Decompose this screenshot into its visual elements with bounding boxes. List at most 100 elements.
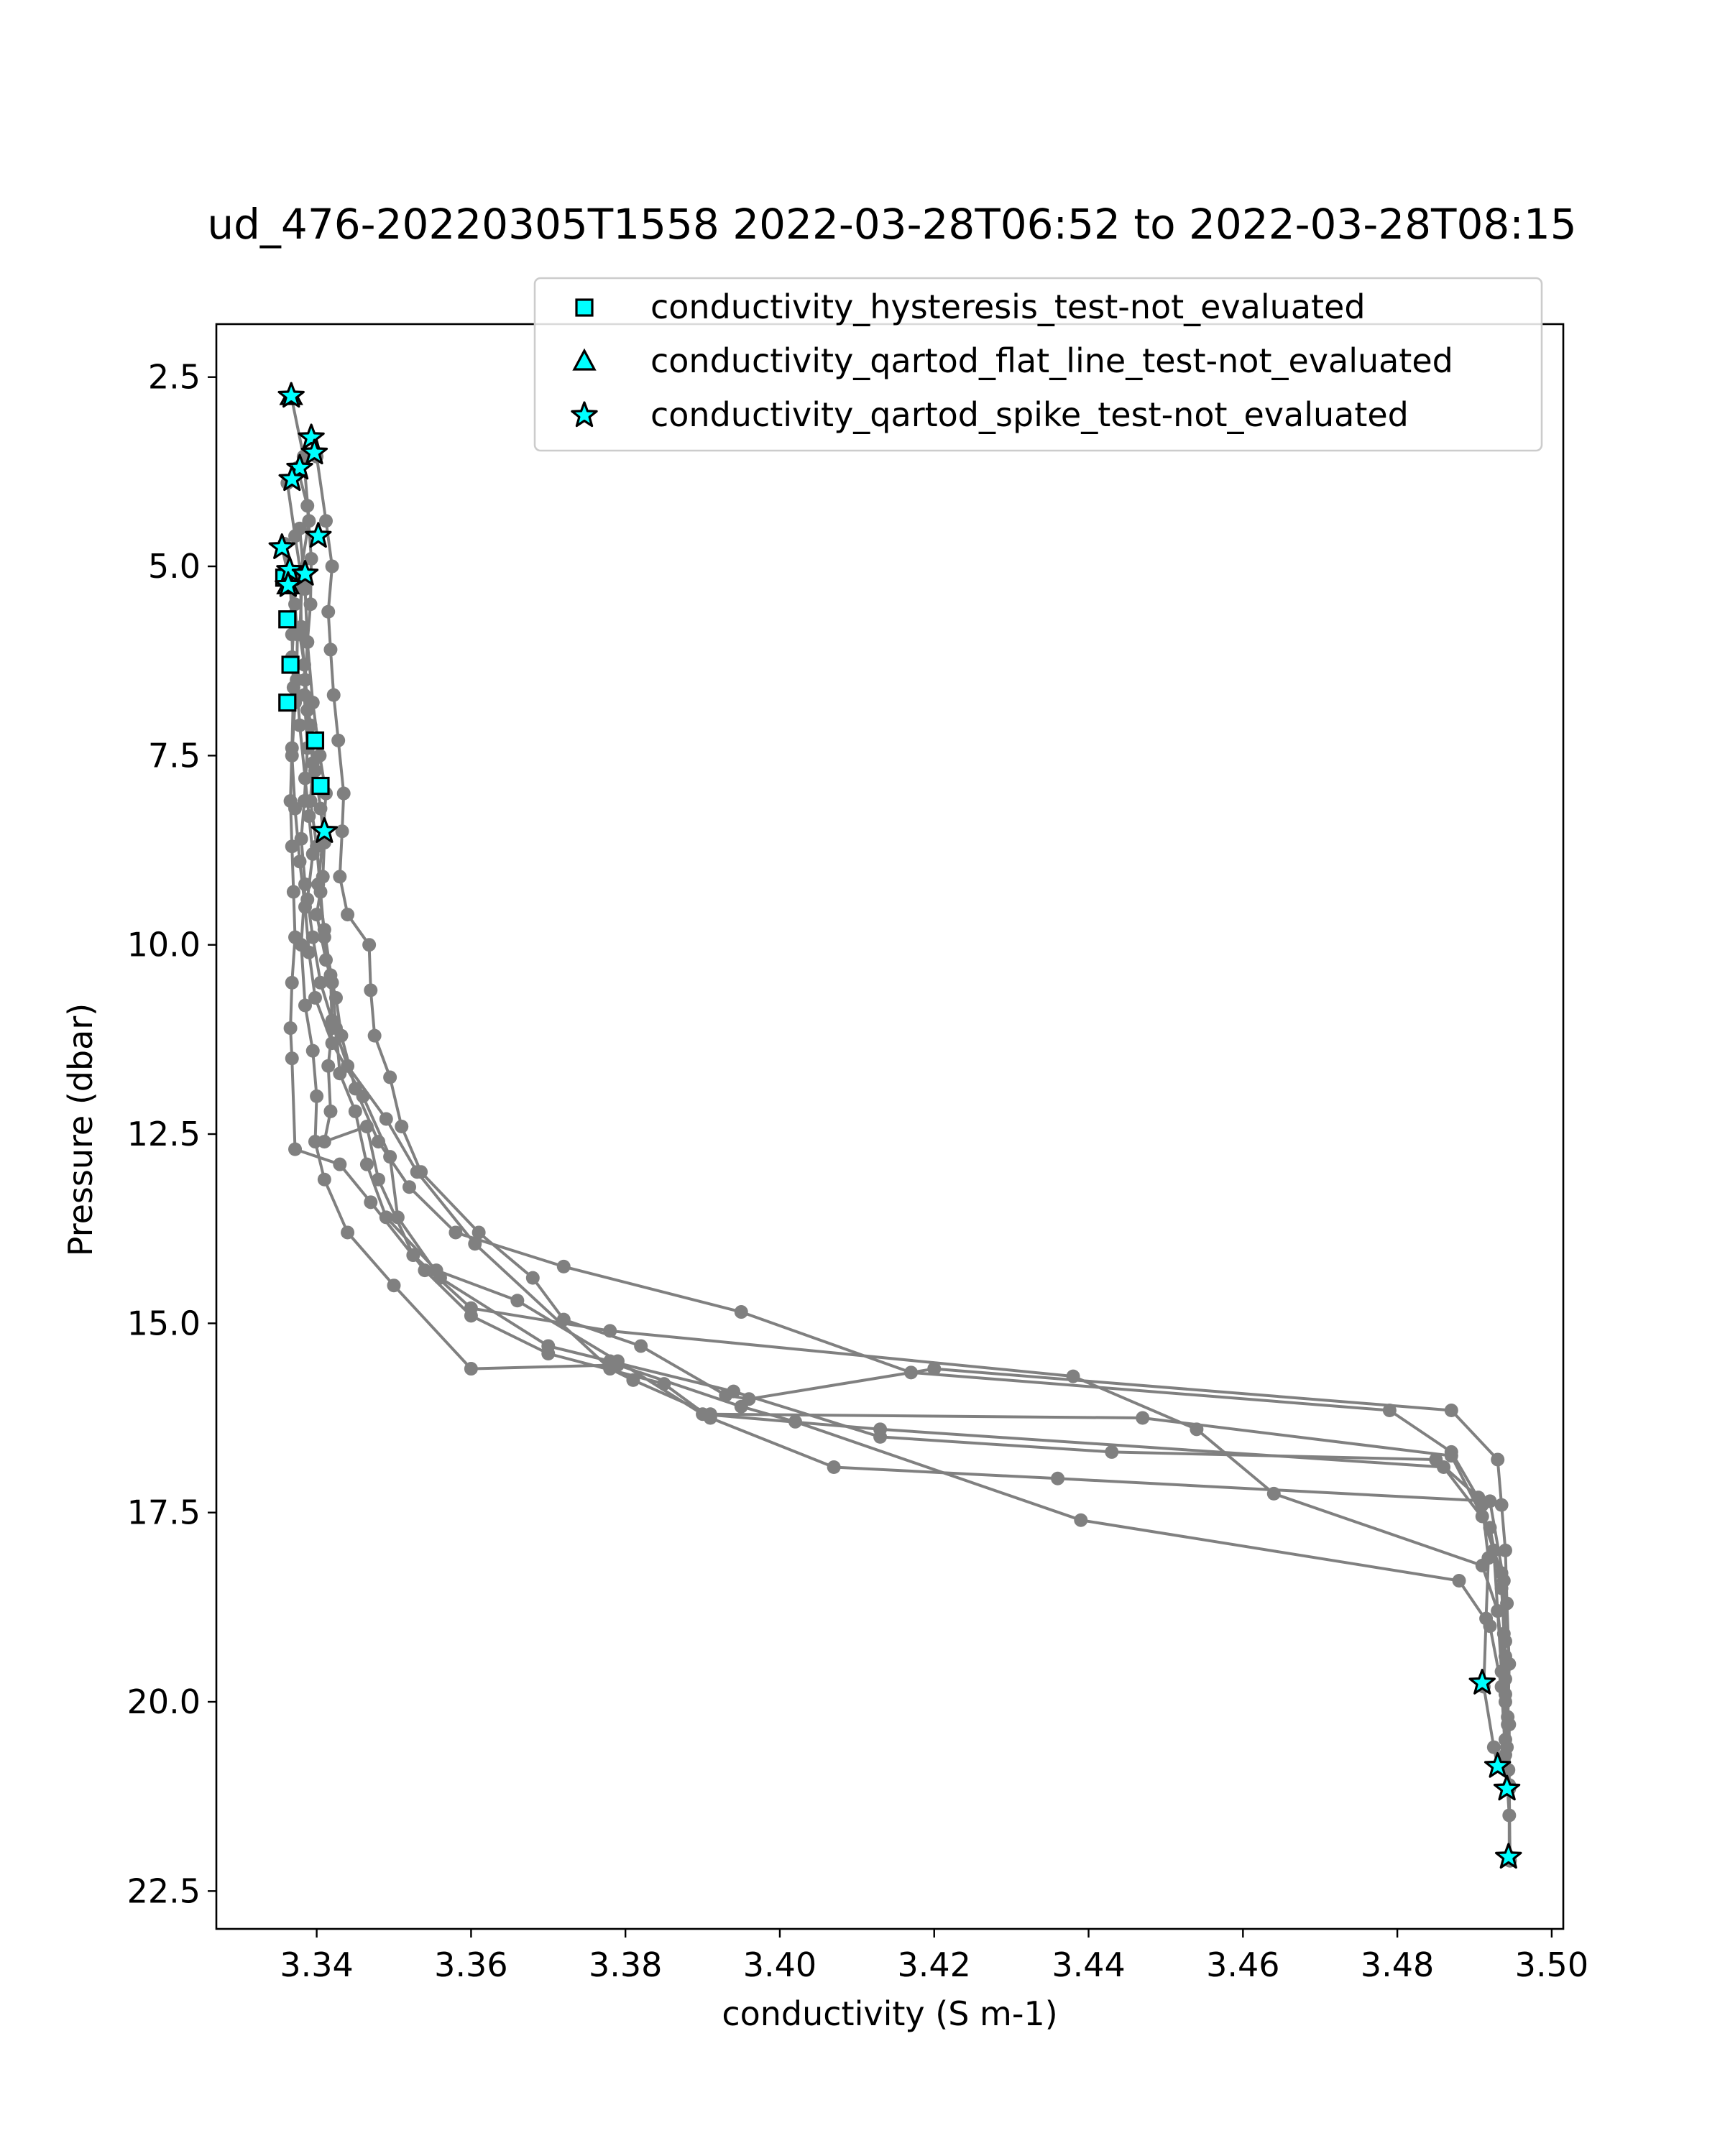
hysteresis-marker bbox=[281, 655, 300, 674]
x-tick-label: 3.44 bbox=[1052, 1945, 1125, 1984]
y-tick-label: 15.0 bbox=[127, 1304, 201, 1342]
profile-point bbox=[293, 718, 307, 732]
profile-point bbox=[1051, 1471, 1065, 1485]
profile-point bbox=[318, 514, 333, 528]
hysteresis-marker bbox=[311, 776, 330, 796]
spike-marker bbox=[1495, 1843, 1522, 1869]
y-tick-label: 2.5 bbox=[148, 358, 201, 397]
spike-marker bbox=[277, 382, 305, 408]
hysteresis-marker bbox=[278, 610, 297, 629]
profile-point bbox=[1491, 1452, 1505, 1467]
profile-point bbox=[364, 983, 378, 998]
profile-point bbox=[317, 923, 331, 937]
profile-point bbox=[364, 1195, 378, 1210]
profile-point bbox=[331, 733, 346, 747]
profile-point bbox=[1491, 1604, 1505, 1618]
profile-point bbox=[1444, 1449, 1458, 1463]
profile-point bbox=[1494, 1498, 1509, 1512]
profile-point bbox=[1494, 1680, 1509, 1694]
profile-point bbox=[734, 1305, 748, 1319]
profile-point bbox=[304, 552, 318, 566]
profile-point bbox=[323, 1104, 338, 1118]
spike-marker bbox=[291, 560, 319, 586]
profile-point bbox=[298, 900, 313, 914]
profile-line bbox=[315, 456, 1511, 1789]
profile-point bbox=[510, 1294, 525, 1308]
profile-point bbox=[525, 1271, 540, 1285]
profile-point bbox=[359, 1120, 374, 1133]
profile-point bbox=[317, 1172, 331, 1187]
profile-point bbox=[308, 990, 322, 1005]
x-tick-label: 3.38 bbox=[589, 1945, 662, 1984]
profile-point bbox=[395, 1120, 409, 1133]
legend-markers bbox=[571, 298, 598, 428]
profile-point bbox=[313, 748, 327, 763]
legend-frame bbox=[533, 277, 1543, 452]
profile-point bbox=[383, 1070, 397, 1084]
x-tick-label: 3.46 bbox=[1206, 1945, 1279, 1984]
profile-point bbox=[1136, 1411, 1150, 1425]
profile-point bbox=[341, 908, 355, 922]
profile-point bbox=[288, 1142, 303, 1156]
profile-point bbox=[285, 741, 299, 755]
legend: conductivity_hysteresis_test-not_evaluat… bbox=[533, 277, 1543, 452]
legend-label-flat-line: conductivity_qartod_flat_line_test-not_e… bbox=[650, 341, 1453, 380]
profile-point bbox=[788, 1414, 802, 1429]
profile-point bbox=[402, 1180, 416, 1194]
profile-point bbox=[285, 839, 299, 854]
profile-point bbox=[294, 831, 308, 846]
profile-point bbox=[341, 1225, 355, 1240]
profile-line bbox=[295, 467, 1510, 1770]
y-tick-label: 20.0 bbox=[127, 1682, 201, 1721]
y-tick-label: 22.5 bbox=[127, 1871, 201, 1910]
profile-point bbox=[541, 1346, 556, 1360]
profile-point bbox=[873, 1429, 888, 1444]
profile-point bbox=[448, 1225, 463, 1240]
legend-spike-marker bbox=[571, 401, 598, 428]
spike-marker bbox=[298, 423, 325, 450]
profile-point bbox=[703, 1411, 717, 1425]
profile-point bbox=[302, 809, 316, 824]
profile-point bbox=[335, 824, 349, 839]
profile-point bbox=[1486, 1740, 1501, 1754]
profile-point bbox=[293, 521, 307, 535]
profile-point bbox=[727, 1384, 741, 1399]
profile-point bbox=[297, 794, 311, 808]
spike-marker bbox=[1484, 1751, 1512, 1778]
y-tick-label: 17.5 bbox=[127, 1493, 201, 1532]
profile-point bbox=[1483, 1494, 1497, 1508]
chart-title: ud_476-20220305T1558 2022-03-28T06:52 to… bbox=[207, 200, 1576, 249]
profile-point bbox=[1498, 1748, 1512, 1762]
profile-point bbox=[1074, 1513, 1088, 1527]
profile-point bbox=[387, 1279, 401, 1293]
spike-marker bbox=[300, 438, 328, 465]
x-tick-label: 3.40 bbox=[743, 1945, 816, 1984]
profile-point bbox=[610, 1358, 625, 1372]
x-axis-label: conductivity (S m-1) bbox=[722, 1994, 1057, 2033]
profile-point bbox=[326, 688, 341, 702]
profile-point bbox=[285, 975, 299, 990]
profile-point bbox=[298, 998, 313, 1013]
profile-point bbox=[305, 1044, 320, 1058]
spike-marker bbox=[275, 571, 302, 597]
spike-marker bbox=[305, 522, 332, 548]
profile-point bbox=[379, 1112, 393, 1126]
profile-point bbox=[285, 1051, 299, 1066]
profile-point bbox=[305, 847, 320, 861]
profile-point bbox=[333, 1067, 347, 1081]
y-axis-label: Pressure (dbar) bbox=[61, 1003, 100, 1256]
profile-point bbox=[468, 1237, 482, 1251]
profile-point bbox=[472, 1225, 486, 1240]
profile-point bbox=[1483, 1619, 1497, 1634]
profile-point bbox=[1452, 1573, 1466, 1588]
profile-point bbox=[1105, 1445, 1119, 1459]
profile-point bbox=[367, 1028, 382, 1043]
profile-point bbox=[410, 1165, 424, 1179]
x-tick-label: 3.50 bbox=[1515, 1945, 1588, 1984]
profile-point bbox=[336, 786, 351, 801]
x-tick-label: 3.42 bbox=[898, 1945, 971, 1984]
profile-point bbox=[308, 1135, 322, 1149]
profile-point bbox=[1498, 1543, 1512, 1557]
x-tick-label: 3.36 bbox=[434, 1945, 507, 1984]
profile-point bbox=[1475, 1558, 1489, 1572]
